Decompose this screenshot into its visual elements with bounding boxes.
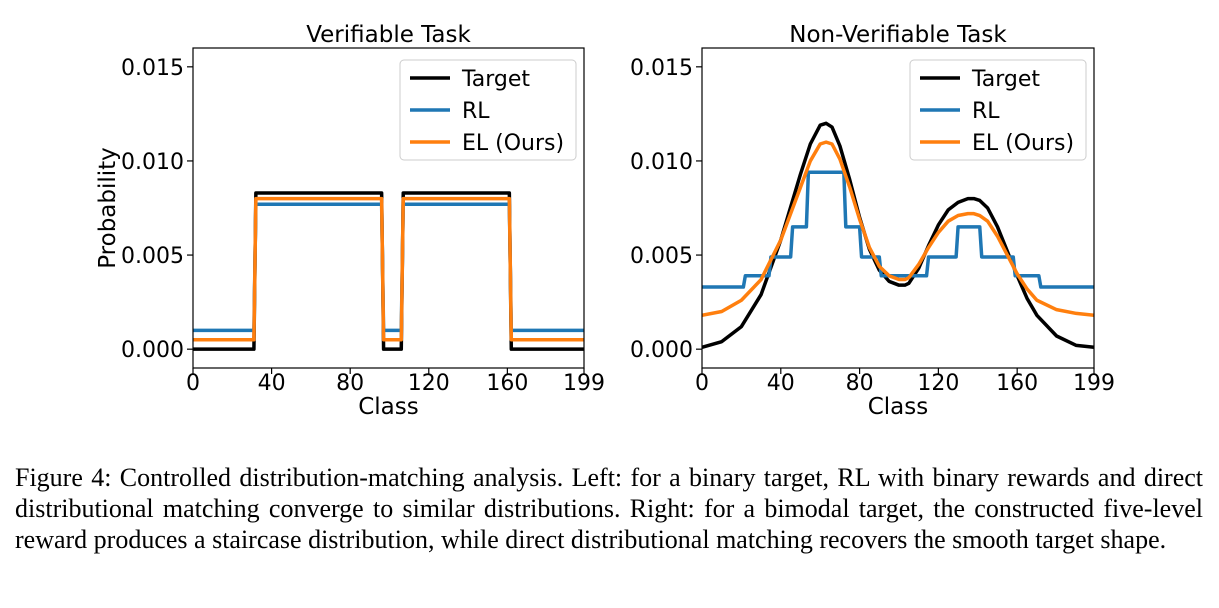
legend-label: Target — [461, 67, 530, 92]
y-tick-label: 0.015 — [121, 56, 184, 81]
axes-frame — [192, 47, 585, 369]
x-tick-label: 40 — [258, 371, 286, 396]
y-tick-label: 0.005 — [121, 244, 184, 269]
x-tick-label: 80 — [846, 371, 874, 396]
legend-label: EL (Ours) — [462, 131, 564, 156]
y-tick-label: 0.010 — [630, 150, 693, 175]
legend-box — [399, 59, 577, 161]
x-tick-label: 120 — [917, 371, 959, 396]
x-tick-label: 40 — [767, 371, 795, 396]
y-axis-label: Probability — [95, 147, 121, 269]
legend-label: RL — [972, 99, 1000, 124]
chart-title: Non-Verifiable Task — [789, 22, 1007, 48]
chart-panel-1: Verifiable Task 0 40 80 120 160 199 0.000 0.005 0… — [95, 22, 605, 420]
y-tick-label: 0.015 — [630, 56, 693, 81]
x-tick-label: 199 — [563, 371, 605, 396]
figure-caption: Figure 4: Controlled distribution-matchi… — [15, 463, 1203, 554]
x-tick-label: 0 — [695, 371, 709, 396]
series-group — [702, 121, 1094, 350]
x-tick-label: 160 — [996, 371, 1038, 396]
legend-label: Target — [971, 67, 1040, 92]
y-tick-label: 0.000 — [121, 338, 184, 363]
series-group — [193, 191, 584, 351]
x-tick-label: 199 — [1073, 371, 1115, 396]
chart-title: Verifiable Task — [306, 22, 471, 48]
x-tick-label: 160 — [486, 371, 528, 396]
legend-box — [909, 59, 1087, 161]
figure: Verifiable Task 0 40 80 120 160 199 0.000 0.005 0… — [95, 22, 1115, 420]
x-tick-label: 0 — [186, 371, 200, 396]
legend-label: RL — [462, 99, 490, 124]
series-line-rl — [193, 202, 584, 333]
series-line-el-ours — [702, 140, 1094, 318]
y-tick-label: 0.000 — [630, 338, 693, 363]
chart-panel-2: Non-Verifiable Task 0 40 80 120 160 199 0.000 0.… — [630, 22, 1115, 420]
y-tick-label: 0.010 — [121, 150, 184, 175]
series-line-target — [193, 191, 584, 351]
x-axis-label: Class — [868, 394, 929, 420]
series-line-el-ours — [193, 196, 584, 342]
y-tick-label: 0.005 — [630, 244, 693, 269]
x-axis-label: Class — [358, 394, 419, 420]
x-tick-label: 80 — [336, 371, 364, 396]
legend-label: EL (Ours) — [972, 131, 1074, 156]
x-tick-label: 120 — [408, 371, 450, 396]
series-line-rl — [702, 170, 1094, 289]
axes-frame — [701, 47, 1095, 369]
